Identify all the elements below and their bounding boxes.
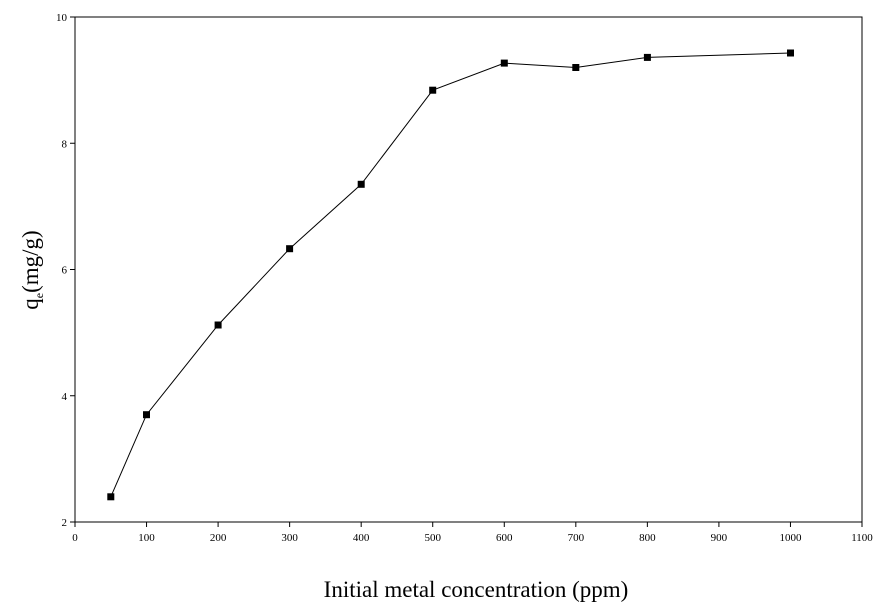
data-point — [107, 493, 115, 501]
data-point — [787, 49, 794, 57]
data-point — [286, 245, 294, 253]
x-tick-label: 1100 — [851, 532, 873, 544]
x-tick-label: 100 — [138, 532, 155, 544]
y-axis-title-subscript: e — [32, 293, 46, 298]
x-tick-label: 400 — [353, 532, 370, 544]
y-tick-label: 4 — [62, 391, 68, 403]
x-axis-ticks: 0 100 200 300 400 500 600 700 800 900 1000 1100 — [72, 522, 873, 544]
plot-frame — [74, 16, 863, 523]
y-axis-title-base: q — [18, 298, 43, 310]
x-tick-label: 300 — [281, 532, 298, 544]
x-tick-label: 800 — [639, 532, 656, 544]
plot-area — [74, 16, 863, 523]
y-tick-label: 8 — [62, 138, 68, 150]
data-point — [500, 59, 508, 67]
y-tick-label: 6 — [62, 265, 68, 277]
series-layer — [107, 49, 794, 501]
x-axis-title: Initial metal concentration (ppm) — [324, 577, 629, 602]
data-point — [357, 180, 365, 188]
data-point — [429, 86, 437, 94]
y-axis-ticks: 2 4 6 8 10 — [56, 12, 75, 529]
x-tick-label: 900 — [711, 532, 728, 544]
data-point — [643, 53, 651, 61]
y-tick-label: 2 — [62, 517, 68, 529]
data-point — [572, 64, 580, 71]
data-point — [143, 411, 150, 419]
series-line — [110, 52, 791, 497]
y-tick-label: 10 — [56, 12, 68, 24]
x-tick-label: 500 — [424, 532, 441, 544]
x-tick-label: 600 — [496, 532, 513, 544]
y-axis-title: qe(mg/g) — [18, 230, 46, 309]
y-axis-title-unit: (mg/g) — [18, 230, 43, 293]
x-tick-label: 200 — [210, 532, 227, 544]
x-tick-label: 700 — [568, 532, 585, 544]
data-point — [214, 321, 222, 329]
x-tick-label: 0 — [72, 532, 78, 544]
x-tick-label: 1000 — [779, 532, 802, 544]
